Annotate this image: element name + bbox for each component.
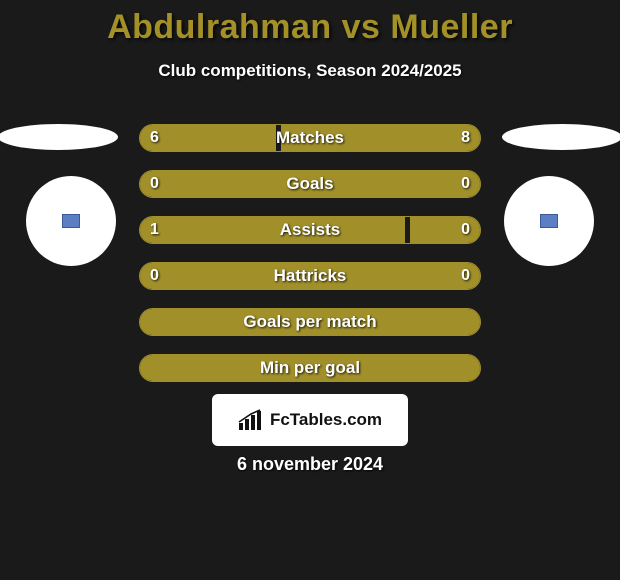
brand-chart-icon (238, 409, 264, 431)
page-subtitle: Club competitions, Season 2024/2025 (0, 61, 620, 81)
date-label: 6 november 2024 (0, 454, 620, 475)
stat-row: Matches6 8 (139, 124, 481, 152)
stat-label: Min per goal (140, 355, 480, 381)
stat-row: Assists1 0 (139, 216, 481, 244)
stat-label: Matches (140, 125, 480, 151)
player-left-shadow (0, 124, 118, 150)
page-title: Abdulrahman vs Mueller (0, 0, 620, 47)
stat-label: Goals per match (140, 309, 480, 335)
avatar-placeholder-icon (62, 214, 80, 228)
stat-row: Goals per match (139, 308, 481, 336)
brand-text: FcTables.com (270, 410, 382, 430)
stat-value-left: 0 (140, 171, 169, 197)
stat-row: Goals0 0 (139, 170, 481, 198)
stat-value-right: 0 (451, 171, 480, 197)
stat-label: Hattricks (140, 263, 480, 289)
avatar-placeholder-icon (540, 214, 558, 228)
player-right-avatar (504, 176, 594, 266)
stat-value-right: 0 (451, 263, 480, 289)
stat-value-right: 8 (451, 125, 480, 151)
stat-label: Goals (140, 171, 480, 197)
stat-row: Min per goal (139, 354, 481, 382)
player-left-avatar (26, 176, 116, 266)
stat-value-right: 0 (451, 217, 480, 243)
brand-badge: FcTables.com (212, 394, 408, 446)
stat-label: Assists (140, 217, 480, 243)
player-right-shadow (502, 124, 620, 150)
stat-value-left: 1 (140, 217, 169, 243)
stats-bars-container: Matches68Goals00Assists10Hattricks00Goal… (139, 124, 481, 400)
stat-row: Hattricks0 0 (139, 262, 481, 290)
stat-value-left: 6 (140, 125, 169, 151)
stat-value-left: 0 (140, 263, 169, 289)
